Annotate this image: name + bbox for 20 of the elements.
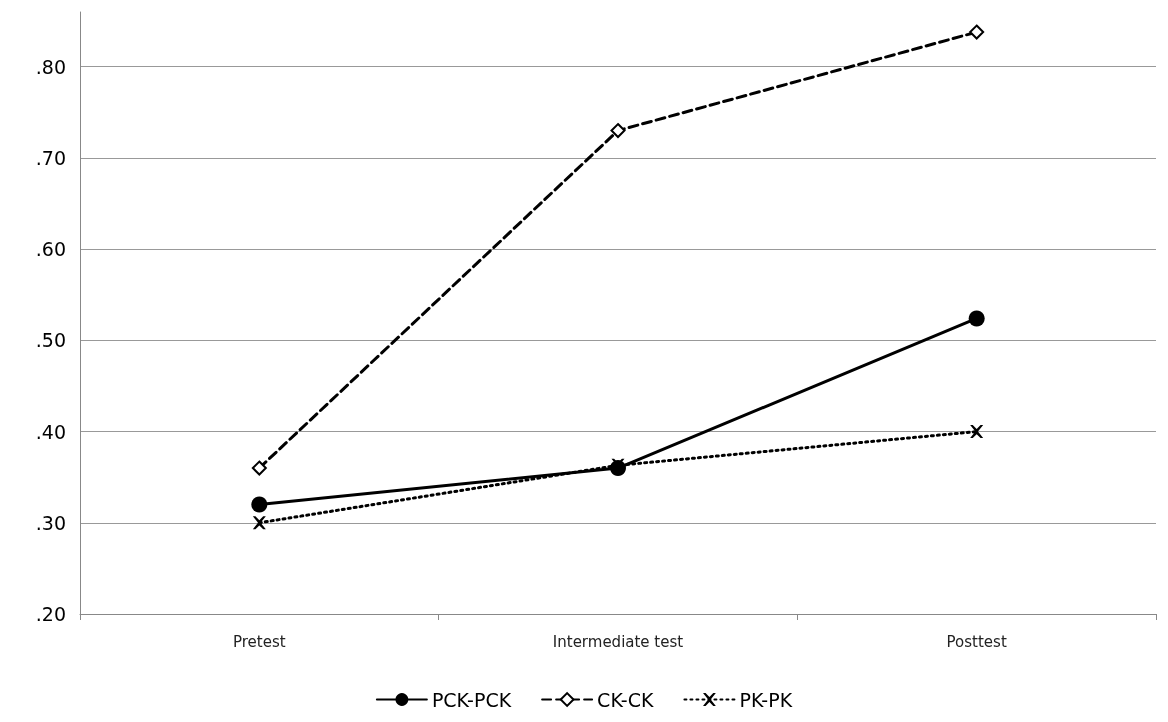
point: [251, 460, 267, 476]
y-tick-label: .40: [35, 420, 66, 443]
legend-label: PCK-PCK: [431, 688, 512, 711]
x-tick-label: Posttest: [946, 632, 1007, 651]
y-tick-label: .30: [35, 511, 66, 534]
point: [968, 310, 985, 327]
point: [252, 516, 266, 530]
point: [970, 425, 984, 439]
y-tick-label: .60: [35, 238, 66, 261]
y-tick-label: .50: [35, 329, 66, 352]
legend-label: PK-PK: [739, 688, 793, 711]
point: [251, 496, 268, 513]
point: [969, 24, 985, 40]
y-tick-label: .20: [35, 603, 66, 625]
x-tick-label: Intermediate test: [552, 632, 684, 651]
y-tick-label: .80: [35, 55, 66, 78]
y-tick-label: .70: [35, 146, 66, 169]
point: [610, 123, 626, 139]
x-tick-label: Pretest: [233, 632, 286, 651]
legend-label: CK-CK: [597, 688, 654, 711]
